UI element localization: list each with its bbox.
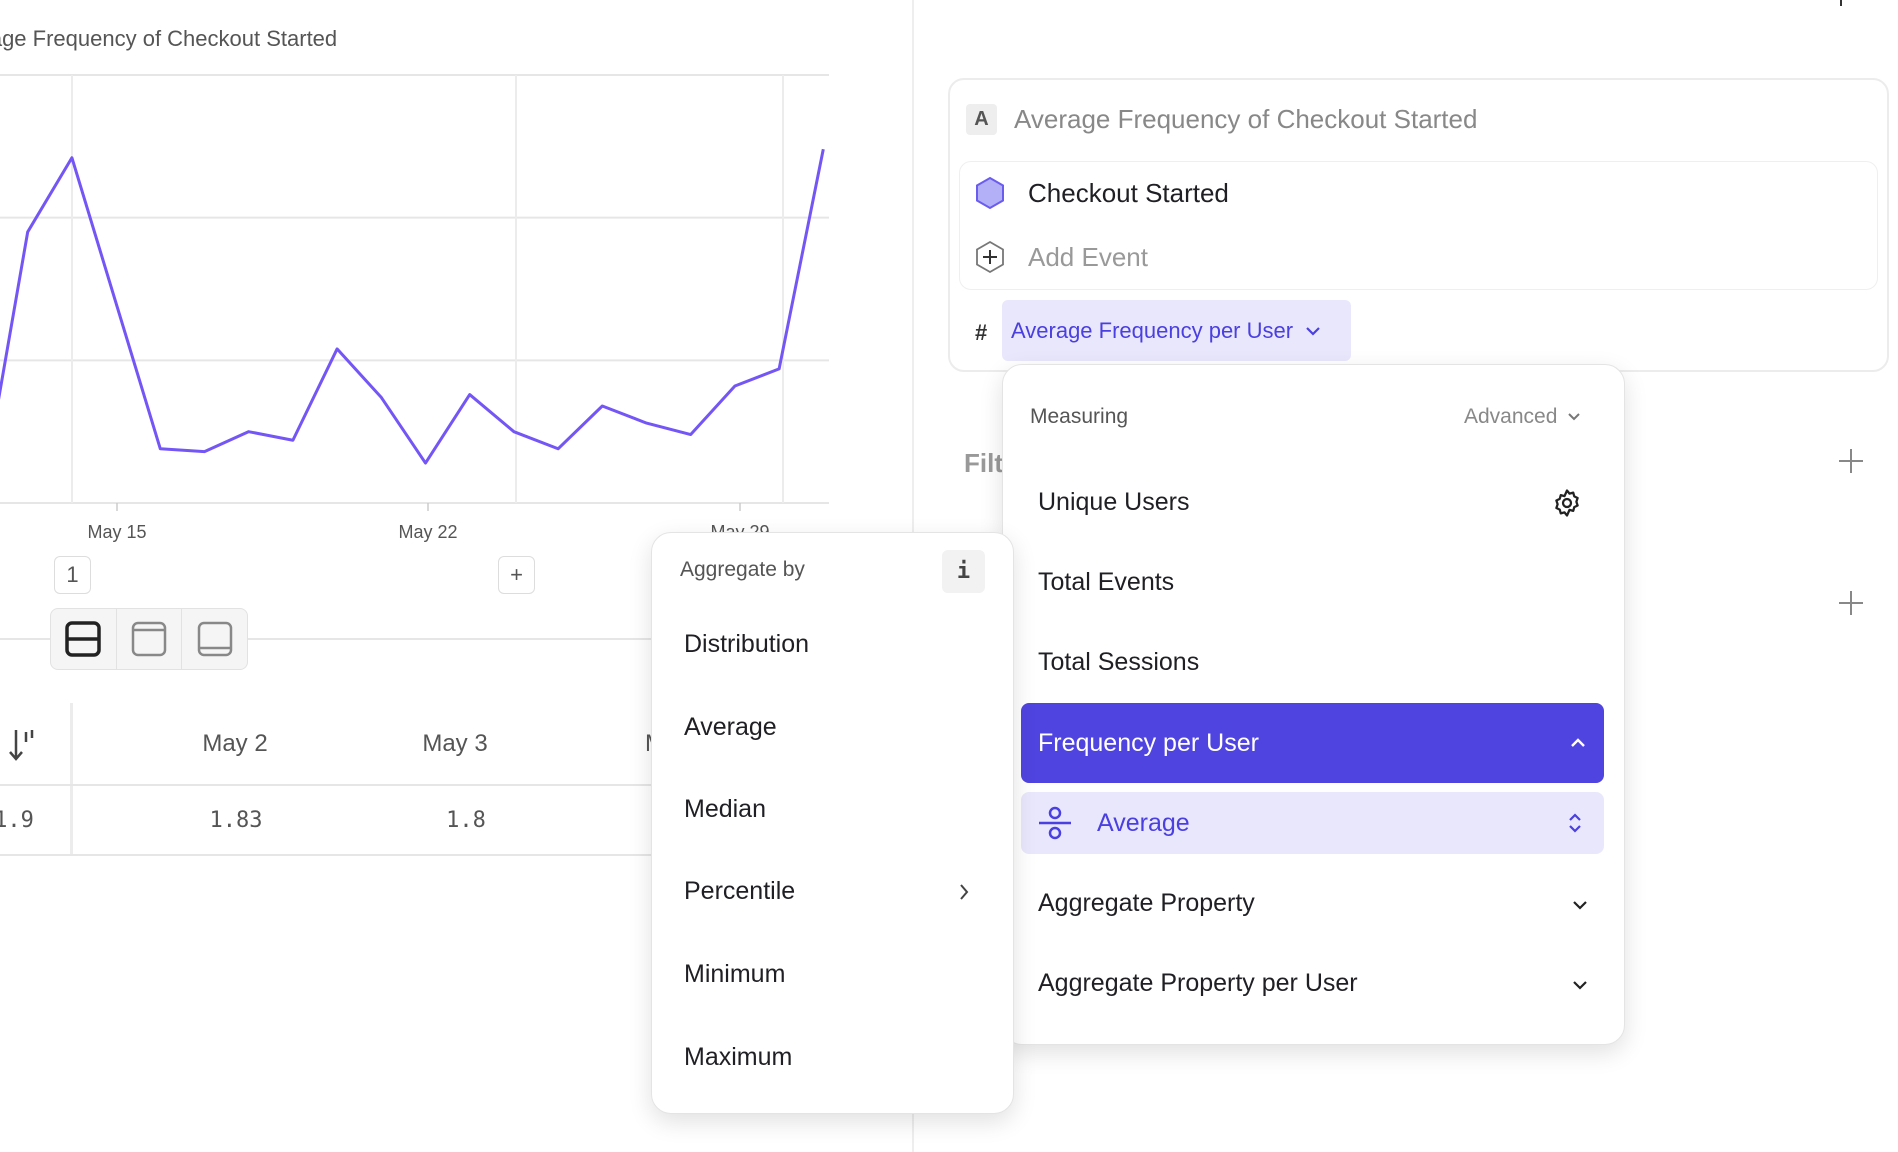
advanced-toggle[interactable]: Advanced <box>1464 405 1581 429</box>
event-hexagon-icon <box>974 176 1006 215</box>
line-chart <box>0 74 829 511</box>
event-name[interactable]: Checkout Started <box>1028 178 1229 208</box>
measure-label: Average Frequency per User <box>1011 317 1294 343</box>
menu-item-aggregate-property[interactable]: Aggregate Property <box>1038 889 1255 917</box>
chevron-up-icon <box>1571 738 1585 747</box>
aggregate-item-median[interactable]: Median <box>684 795 766 823</box>
measure-dropdown[interactable]: Average Frequency per User <box>1002 300 1351 361</box>
chevron-down-icon <box>1306 326 1320 336</box>
add-filter-icon[interactable] <box>1838 448 1864 479</box>
add-button[interactable]: + <box>498 556 535 594</box>
advanced-label: Advanced <box>1464 405 1558 428</box>
filter-label: Filt <box>964 448 1003 478</box>
top-view-icon[interactable] <box>117 609 183 669</box>
chevron-down-icon[interactable] <box>1572 979 1588 991</box>
add-event-icon[interactable] <box>974 240 1006 279</box>
row-divider <box>0 784 660 786</box>
chevron-down-icon <box>1568 413 1581 421</box>
sub-aggregation-label: Average <box>1097 808 1190 837</box>
view-toggle <box>50 608 248 670</box>
measuring-title: Measuring <box>1030 405 1129 428</box>
menu-item-unique-users[interactable]: Unique Users <box>1038 488 1190 516</box>
series-line <box>0 148 825 465</box>
aggregate-item-percentile[interactable]: Percentile <box>684 877 796 905</box>
add-breakdown-icon[interactable] <box>1838 590 1864 621</box>
add-metric-icon[interactable] <box>1840 0 1842 6</box>
gear-icon[interactable] <box>1552 488 1582 523</box>
table-cell: 1.9 <box>0 808 34 833</box>
menu-item-aggregate-property-per-user[interactable]: Aggregate Property per User <box>1038 969 1358 997</box>
menu-item-total-sessions[interactable]: Total Sessions <box>1038 648 1200 676</box>
row-divider <box>0 854 660 856</box>
chevron-right-icon <box>960 884 969 900</box>
add-event-button[interactable]: Add Event <box>1028 242 1148 272</box>
aggregate-menu <box>651 532 1014 1114</box>
series-badge[interactable]: 1 <box>54 556 91 594</box>
menu-item-label: Frequency per User <box>1038 728 1259 757</box>
aggregate-item-maximum[interactable]: Maximum <box>684 1043 793 1071</box>
x-tick-label: May 22 <box>398 522 458 542</box>
event-list <box>959 161 1878 290</box>
column-divider <box>70 703 73 855</box>
info-button[interactable]: i <box>942 550 985 593</box>
table-cell: 1.83 <box>209 808 263 833</box>
bottom-view-icon[interactable] <box>182 609 247 669</box>
chart-title: Average Frequency of Checkout Started <box>0 26 338 51</box>
column-header[interactable]: May 3 <box>422 730 488 757</box>
x-tick-label: May 15 <box>87 522 147 542</box>
menu-item-frequency-per-user[interactable]: Frequency per User <box>1021 703 1604 783</box>
menu-item-total-events[interactable]: Total Events <box>1038 568 1175 596</box>
divider <box>0 638 660 640</box>
metric-title[interactable]: Average Frequency of Checkout Started <box>1014 104 1478 134</box>
up-down-chevron-icon <box>1569 813 1581 833</box>
average-icon <box>1039 806 1071 840</box>
aggregate-item-distribution[interactable]: Distribution <box>684 630 810 658</box>
split-view-icon[interactable] <box>51 609 117 669</box>
chevron-down-icon[interactable] <box>1572 899 1588 911</box>
metric-badge: A <box>966 104 997 135</box>
aggregate-item-minimum[interactable]: Minimum <box>684 960 786 988</box>
hash-icon: # <box>975 320 988 345</box>
table-cell: 1.8 <box>446 808 486 833</box>
aggregate-title: Aggregate by <box>680 558 805 581</box>
aggregate-item-average[interactable]: Average <box>684 713 777 741</box>
column-header[interactable]: May 2 <box>202 730 268 757</box>
sort-icon[interactable] <box>8 728 36 767</box>
sub-aggregation-select[interactable]: Average <box>1021 792 1604 854</box>
